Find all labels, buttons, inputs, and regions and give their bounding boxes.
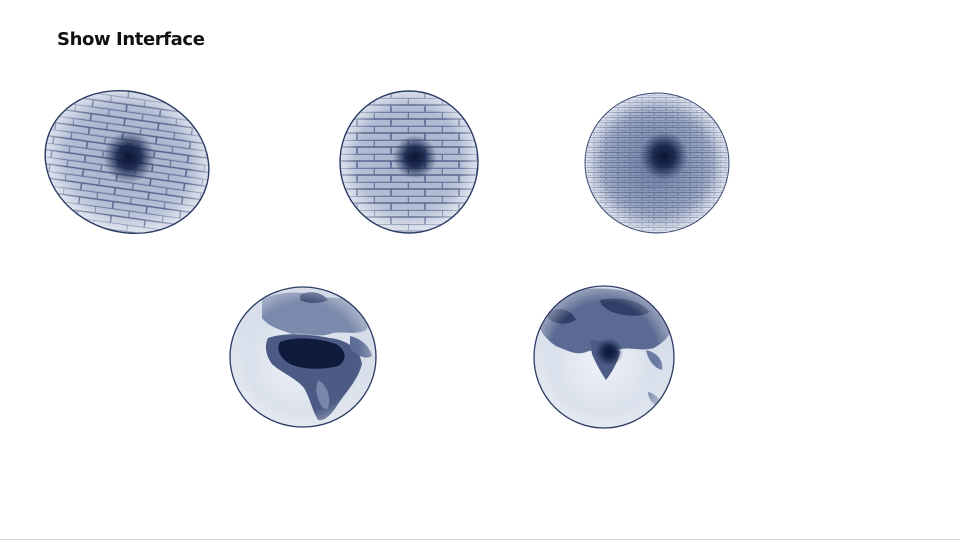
brick-sphere-wide: [26, 69, 228, 255]
page-title: Show Interface: [57, 29, 205, 50]
earth-globe-africa: [229, 286, 377, 428]
brick-sphere-medium: [339, 90, 479, 234]
brick-sphere-fine: [584, 92, 730, 234]
earth-globe-asia: [533, 285, 675, 429]
